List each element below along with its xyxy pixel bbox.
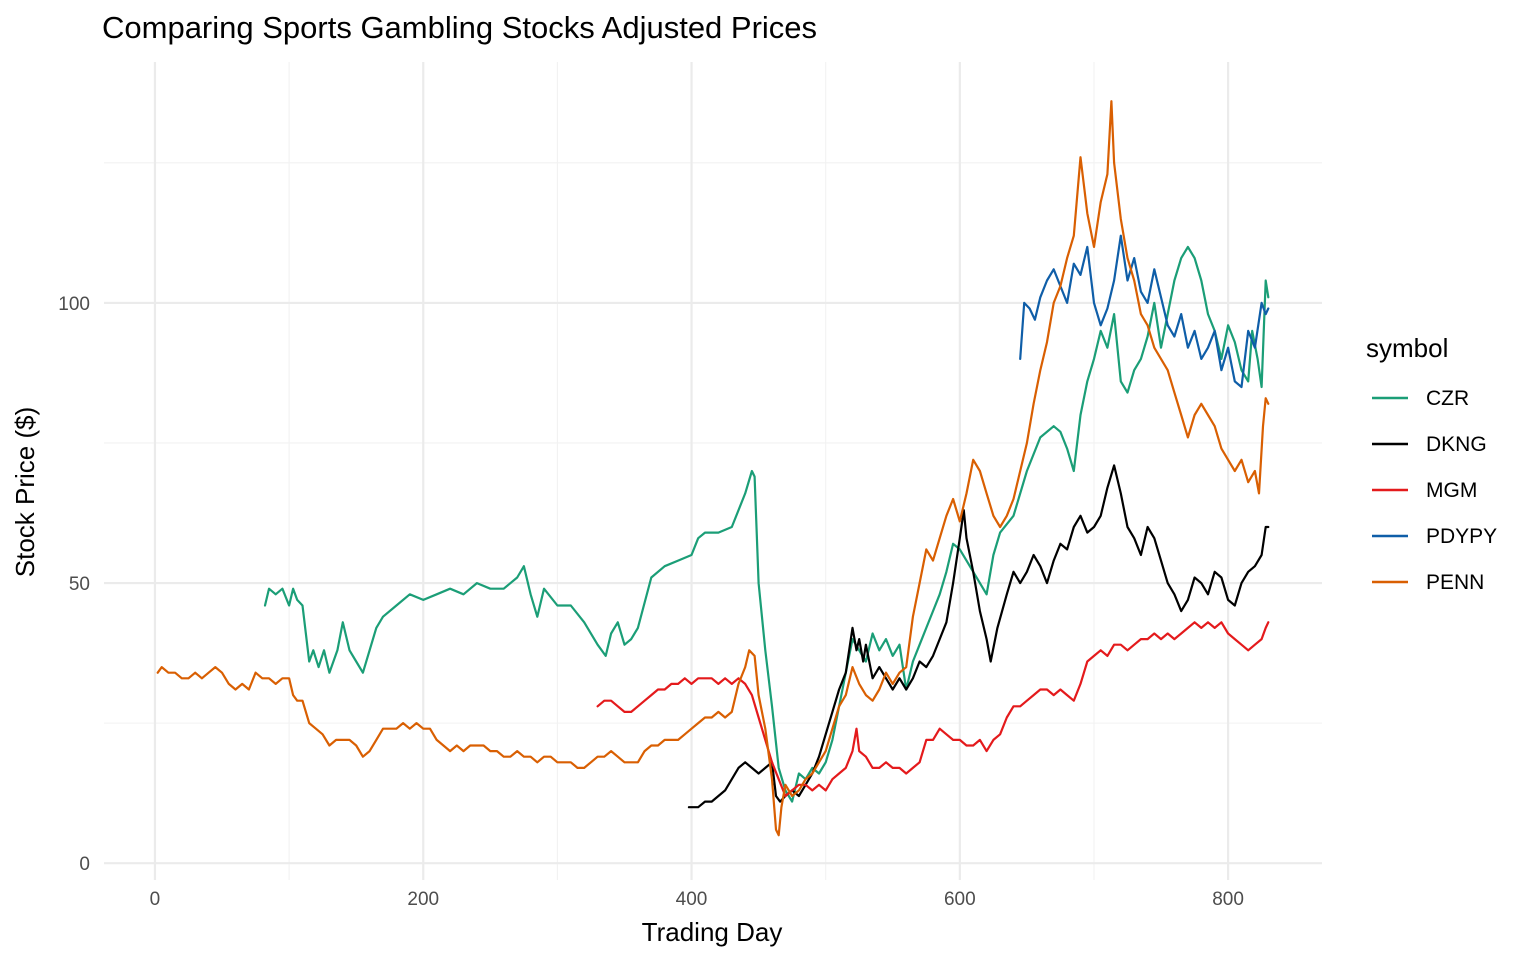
series-line-dkng <box>687 464 1270 809</box>
series-line-mgm <box>596 621 1270 798</box>
legend-item-czr: CZR <box>1372 387 1469 410</box>
series-lines <box>156 100 1270 837</box>
x-tick-label: 600 <box>944 889 976 910</box>
x-tick-label: 800 <box>1212 889 1244 910</box>
legend-title: symbol <box>1366 333 1448 363</box>
legend-label: MGM <box>1426 479 1477 502</box>
x-tick-label: 200 <box>407 889 439 910</box>
series-line-czr <box>263 245 1270 803</box>
legend-label: PENN <box>1426 571 1484 594</box>
series-line-penn <box>156 100 1270 837</box>
legend: symbol CZR DKNG MGM PDYPY PENN <box>1366 333 1497 594</box>
legend-item-dkng: DKNG <box>1372 433 1487 456</box>
legend-label: DKNG <box>1426 433 1487 456</box>
x-tick-label: 400 <box>676 889 708 910</box>
series-line-pdypy <box>1019 234 1270 389</box>
legend-item-mgm: MGM <box>1372 479 1477 502</box>
y-axis-ticks: 0 50 100 <box>58 294 90 875</box>
chart-title: Comparing Sports Gambling Stocks Adjuste… <box>102 10 817 45</box>
y-tick-label: 100 <box>58 294 90 315</box>
legend-label: PDYPY <box>1426 525 1497 548</box>
x-axis-title: Trading Day <box>642 917 783 947</box>
legend-items: CZR DKNG MGM PDYPY PENN <box>1372 387 1497 594</box>
legend-label: CZR <box>1426 387 1469 410</box>
x-axis-ticks: 0 200 400 600 800 <box>150 889 1244 910</box>
legend-item-penn: PENN <box>1372 571 1484 594</box>
legend-item-pdypy: PDYPY <box>1372 525 1497 548</box>
y-tick-label: 50 <box>69 574 90 595</box>
grid <box>104 62 1322 880</box>
y-tick-label: 0 <box>79 854 90 875</box>
y-axis-title: Stock Price ($) <box>10 407 40 578</box>
x-tick-label: 0 <box>150 889 161 910</box>
